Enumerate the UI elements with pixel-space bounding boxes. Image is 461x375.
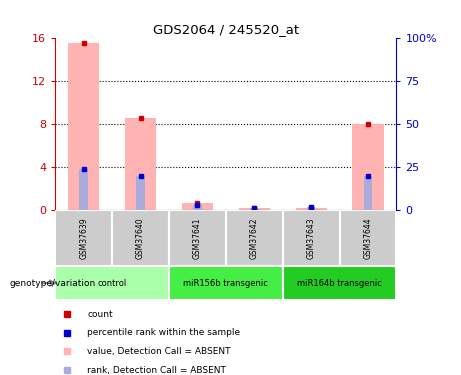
- Bar: [307, 207, 315, 210]
- Text: miR164b transgenic: miR164b transgenic: [297, 279, 382, 288]
- Bar: [296, 208, 327, 210]
- Bar: [169, 210, 226, 266]
- Text: GSM37642: GSM37642: [250, 217, 259, 259]
- Text: rank, Detection Call = ABSENT: rank, Detection Call = ABSENT: [87, 366, 226, 375]
- Bar: [239, 208, 270, 210]
- Bar: [340, 210, 396, 266]
- Bar: [193, 205, 202, 210]
- Text: GSM37643: GSM37643: [307, 217, 316, 259]
- Bar: [169, 266, 283, 300]
- Text: GSM37640: GSM37640: [136, 217, 145, 259]
- Bar: [364, 176, 372, 210]
- Bar: [136, 176, 145, 210]
- Bar: [283, 210, 340, 266]
- Text: control: control: [98, 279, 127, 288]
- Bar: [182, 203, 213, 210]
- Text: count: count: [87, 310, 112, 319]
- Text: GSM37639: GSM37639: [79, 217, 88, 259]
- Bar: [55, 210, 112, 266]
- Bar: [352, 124, 384, 210]
- Bar: [226, 210, 283, 266]
- Title: GDS2064 / 245520_at: GDS2064 / 245520_at: [153, 23, 299, 36]
- Text: GSM37644: GSM37644: [364, 217, 372, 259]
- Bar: [55, 266, 169, 300]
- Text: value, Detection Call = ABSENT: value, Detection Call = ABSENT: [87, 347, 230, 356]
- Text: miR156b transgenic: miR156b transgenic: [183, 279, 268, 288]
- Text: percentile rank within the sample: percentile rank within the sample: [87, 328, 240, 338]
- Bar: [125, 118, 156, 210]
- Bar: [112, 210, 169, 266]
- Text: GSM37641: GSM37641: [193, 217, 202, 259]
- Bar: [79, 169, 88, 210]
- Bar: [68, 43, 100, 210]
- Text: genotype/variation: genotype/variation: [9, 279, 95, 288]
- Bar: [250, 208, 259, 210]
- Bar: [283, 266, 396, 300]
